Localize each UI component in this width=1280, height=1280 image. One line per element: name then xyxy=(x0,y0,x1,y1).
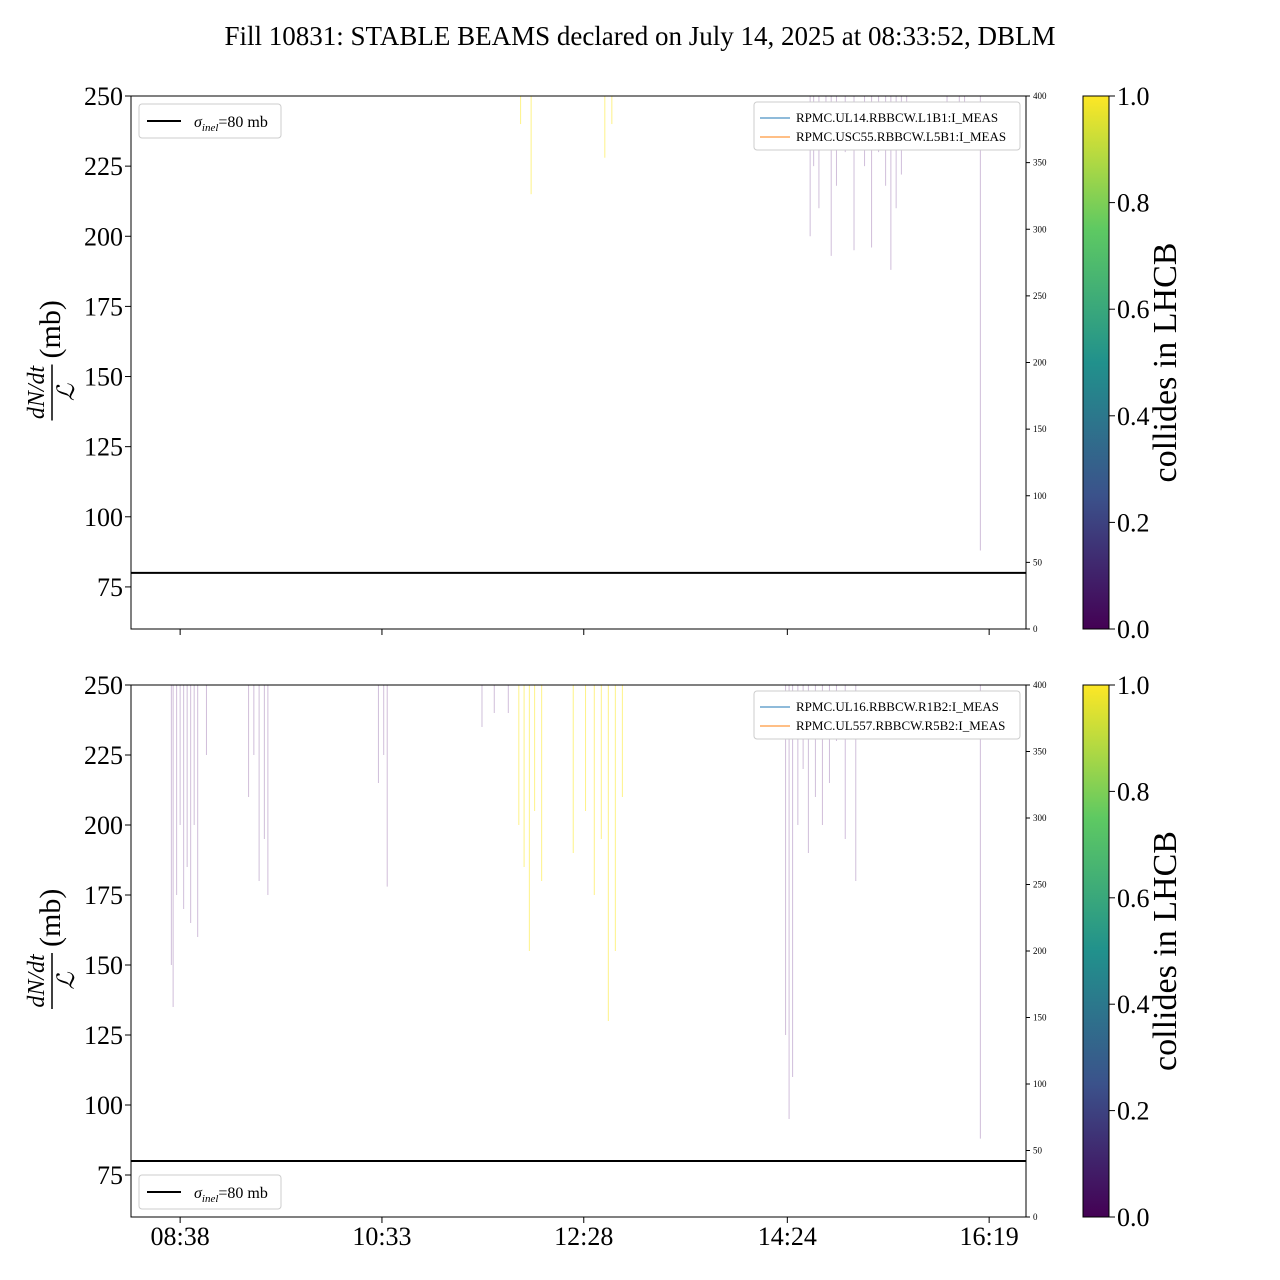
sigma-symbol: σ xyxy=(194,114,203,131)
series-legend-label: RPMC.UL14.RBBCW.L1B1:I_MEAS xyxy=(796,110,998,125)
y2-tick-label: 50 xyxy=(1033,1146,1043,1156)
panel-top: 75 100 125 150 175 200 225 250 0 50 100 150 200 250 30… xyxy=(24,82,1184,644)
y-tick-label: 125 xyxy=(84,1021,123,1050)
series-legend-box xyxy=(753,690,1021,740)
colorbar-tick-label: 0.0 xyxy=(1117,1203,1150,1232)
y-tick-label: 200 xyxy=(84,811,123,840)
y-tick-label: 175 xyxy=(84,292,123,321)
colorbar-tick-label: 0.2 xyxy=(1117,1097,1150,1126)
figure-title: Fill 10831: STABLE BEAMS declared on Jul… xyxy=(224,21,1055,51)
plot-frame xyxy=(130,684,1027,1218)
panel-bottom: 75 100 125 150 175 200 225 250 0 50 100 150 200 250 30… xyxy=(24,671,1184,1251)
y-tick-label: 100 xyxy=(84,503,123,532)
colorbar-tick-label: 0.8 xyxy=(1117,777,1150,806)
colorbar-tick-label: 0.4 xyxy=(1117,990,1150,1019)
series-legend: RPMC.UL14.RBBCW.L1B1:I_MEAS RPMC.USC55.RB… xyxy=(753,101,1021,151)
series-legend: RPMC.UL16.RBBCW.R1B2:I_MEAS RPMC.UL557.RB… xyxy=(753,690,1021,740)
colorbar-tick-label: 0.2 xyxy=(1117,508,1150,537)
sigma-subscript: inel xyxy=(202,1193,219,1205)
y-label-numerator: dN/dt xyxy=(24,953,50,1008)
y2-tick-label: 250 xyxy=(1033,880,1047,890)
y2-tick-label: 0 xyxy=(1033,624,1038,634)
y-tick-label: 150 xyxy=(84,363,123,392)
colorbar: 0.0 0.2 0.4 0.6 0.8 1.0 collides in LHCB xyxy=(1082,671,1184,1232)
y-tick-label: 225 xyxy=(84,741,123,770)
y2-tick-label: 350 xyxy=(1033,158,1047,168)
colorbar-tick-label: 0.6 xyxy=(1117,884,1150,913)
y2-tick-label: 400 xyxy=(1033,91,1047,101)
series-legend-label: RPMC.UL16.RBBCW.R1B2:I_MEAS xyxy=(796,699,999,714)
y-label-denominator: ℒ xyxy=(54,972,80,990)
y2-tick-label: 300 xyxy=(1033,813,1047,823)
y-tick-label: 250 xyxy=(84,82,123,111)
sigma-legend: σinel=80 mb xyxy=(138,1174,282,1210)
sigma-legend: σinel=80 mb xyxy=(138,103,282,139)
colorbar-tick-label: 0.0 xyxy=(1117,615,1150,644)
y2-tick-label: 400 xyxy=(1033,680,1047,690)
y-axis-label: dN/dt ℒ (mb) xyxy=(24,889,80,1009)
y-label-denominator: ℒ xyxy=(54,383,80,401)
y-tick-label: 100 xyxy=(84,1091,123,1120)
colorbar-tick-label: 0.4 xyxy=(1117,402,1150,431)
y-tick-label: 150 xyxy=(84,951,123,980)
series-legend-label: RPMC.USC55.RBBCW.L5B1:I_MEAS xyxy=(796,129,1006,144)
colorbar-tick-label: 1.0 xyxy=(1117,82,1150,111)
sigma-legend-box xyxy=(138,103,282,139)
x-tick-label: 12:28 xyxy=(554,1222,613,1251)
y2-tick-label: 0 xyxy=(1033,1212,1038,1222)
colorbar-label: collides in LHCB xyxy=(1147,243,1184,483)
y-tick-label: 250 xyxy=(84,671,123,700)
y-tick-label: 200 xyxy=(84,222,123,251)
y-tick-label: 225 xyxy=(84,152,123,181)
sigma-value: =80 mb xyxy=(218,114,267,131)
sigma-legend-label: σinel=80 mb xyxy=(194,1185,268,1205)
colorbar-gradient xyxy=(1082,95,1110,630)
y2-tick-label: 300 xyxy=(1033,224,1047,234)
x-tick-label: 08:38 xyxy=(151,1222,210,1251)
y2-tick-label: 150 xyxy=(1033,1013,1047,1023)
x-tick-label: 10:33 xyxy=(352,1222,411,1251)
y2-tick-label: 100 xyxy=(1033,1079,1047,1089)
y2-tick-label: 350 xyxy=(1033,747,1047,757)
y-tick-label: 175 xyxy=(84,881,123,910)
series-legend-label: RPMC.UL557.RBBCW.R5B2:I_MEAS xyxy=(796,718,1005,733)
plot-frame xyxy=(130,95,1027,630)
y-tick-label: 125 xyxy=(84,433,123,462)
y2-tick-label: 150 xyxy=(1033,424,1047,434)
plot-data xyxy=(170,685,988,1217)
sigma-value: =80 mb xyxy=(218,1185,267,1202)
sigma-subscript: inel xyxy=(202,122,219,134)
x-tick-label: 16:19 xyxy=(960,1222,1019,1251)
sigma-legend-box xyxy=(138,1174,282,1210)
colorbar-gradient xyxy=(1082,684,1110,1218)
colorbar-tick-label: 0.6 xyxy=(1117,295,1150,324)
y2-tick-label: 250 xyxy=(1033,291,1047,301)
sigma-legend-label: σinel=80 mb xyxy=(194,114,268,134)
y2-tick-label: 50 xyxy=(1033,557,1043,567)
colorbar: 0.0 0.2 0.4 0.6 0.8 1.0 collides in LHCB xyxy=(1082,82,1184,644)
y-tick-label: 75 xyxy=(97,1161,123,1190)
y2-tick-label: 100 xyxy=(1033,491,1047,501)
colorbar-tick-label: 1.0 xyxy=(1117,671,1150,700)
y-label-unit: (mb) xyxy=(34,889,67,947)
y2-tick-label: 200 xyxy=(1033,358,1047,368)
panels: 75 100 125 150 175 200 225 250 0 50 100 150 200 250 30… xyxy=(24,82,1184,1251)
y-tick-label: 75 xyxy=(97,573,123,602)
colorbar-tick-label: 0.8 xyxy=(1117,189,1150,218)
y-label-numerator: dN/dt xyxy=(24,364,50,419)
x-tick-label: 14:24 xyxy=(758,1222,817,1251)
y-label-unit: (mb) xyxy=(34,300,67,358)
plot-data xyxy=(171,96,988,629)
colorbar-label: collides in LHCB xyxy=(1147,831,1184,1071)
y2-tick-label: 200 xyxy=(1033,946,1047,956)
sigma-symbol: σ xyxy=(194,1185,203,1202)
series-legend-box xyxy=(753,101,1021,151)
y-axis-label: dN/dt ℒ (mb) xyxy=(24,300,80,421)
